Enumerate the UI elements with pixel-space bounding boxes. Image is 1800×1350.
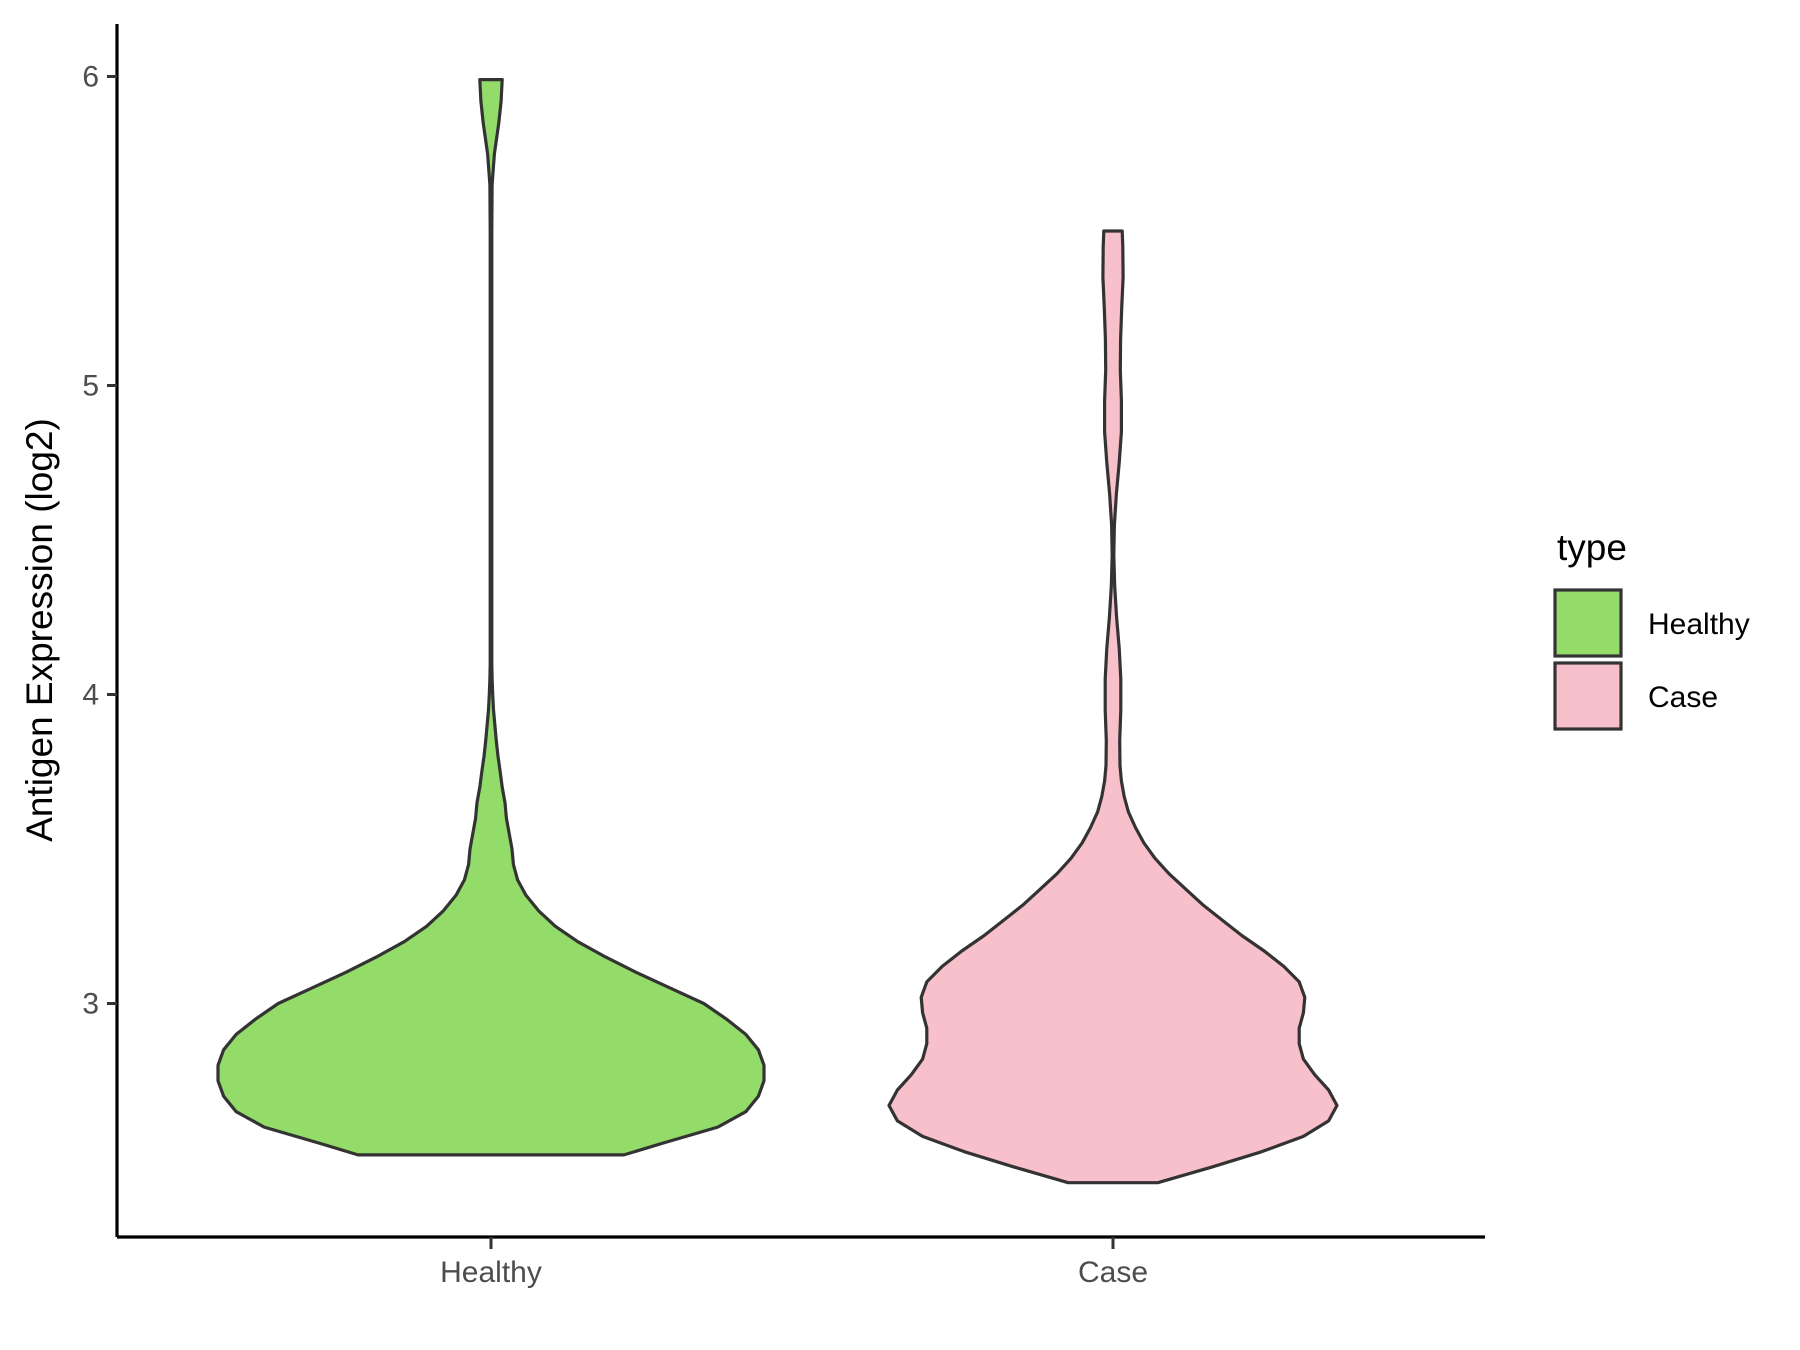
legend-label-case: Case bbox=[1648, 681, 1718, 714]
legend-key-case bbox=[1553, 661, 1623, 731]
legend: type Healthy Case bbox=[1553, 527, 1750, 731]
violin-layer bbox=[216, 78, 1339, 1185]
violin-healthy bbox=[216, 78, 766, 1157]
y-tick-label: 5 bbox=[82, 370, 99, 403]
y-axis-title: Antigen Expression (log2) bbox=[19, 418, 60, 842]
x-tick-label: Case bbox=[1078, 1256, 1148, 1289]
y-tick-label: 4 bbox=[82, 679, 99, 712]
x-axis-ticks: Healthy Case bbox=[440, 1237, 1148, 1289]
y-tick-label: 6 bbox=[82, 61, 99, 94]
y-tick-label: 3 bbox=[82, 988, 99, 1021]
legend-key-healthy bbox=[1553, 588, 1623, 658]
legend-title: type bbox=[1557, 527, 1627, 568]
x-tick-label: Healthy bbox=[440, 1256, 542, 1289]
violin-case bbox=[887, 229, 1339, 1185]
legend-label-healthy: Healthy bbox=[1648, 608, 1750, 641]
y-axis-ticks: 3 4 5 6 bbox=[82, 61, 117, 1021]
